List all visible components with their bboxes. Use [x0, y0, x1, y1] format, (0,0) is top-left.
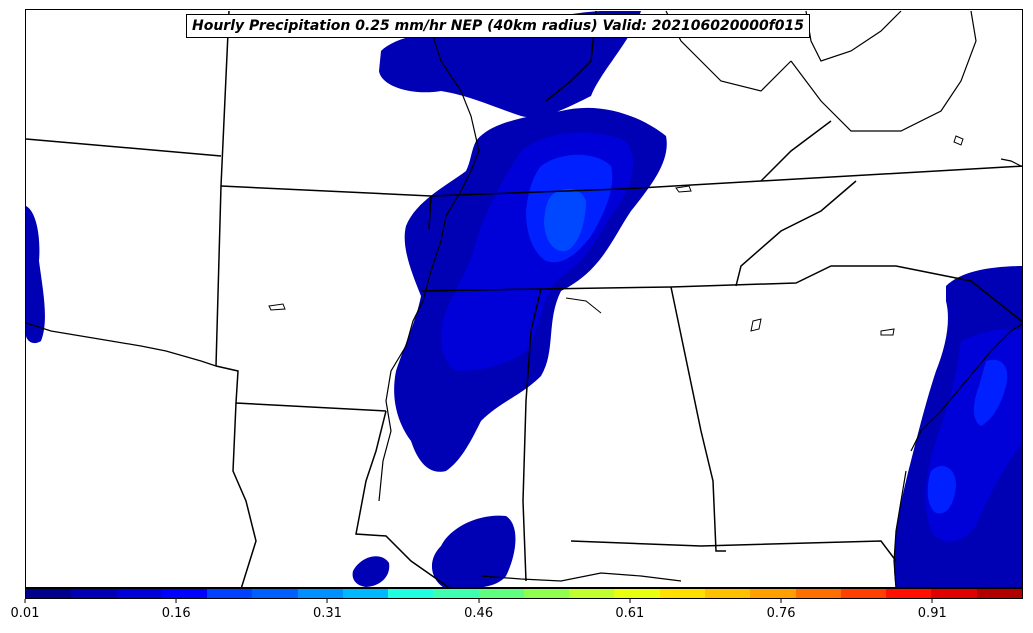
tick-label: 0.16 [161, 606, 191, 621]
colorbar-segment [26, 589, 72, 598]
colorbar-segment [523, 589, 570, 598]
colorbar-segment [750, 589, 796, 598]
colorbar-segment [931, 589, 977, 598]
colorbar-segment [433, 589, 479, 598]
tick-mark [931, 599, 933, 603]
precip-area-west [26, 206, 45, 344]
tick-label: 0.31 [312, 606, 342, 621]
colorbar-segment [569, 589, 615, 598]
colorbar-segment [976, 589, 1022, 598]
lakes [268, 135, 964, 336]
colorbar-segment [207, 589, 253, 598]
colorbar-tick: 0.91 [918, 599, 947, 621]
colorbar-tick: 0.01 [10, 599, 40, 621]
tick-mark [780, 599, 782, 603]
colorbar-segment [71, 589, 117, 598]
colorbar-segment [840, 589, 887, 598]
precip-area-south [432, 515, 516, 587]
colorbar-tick: 0.46 [464, 599, 493, 621]
tick-mark [326, 599, 328, 603]
map-panel [25, 9, 1023, 588]
tick-mark [175, 599, 177, 603]
colorbar-tick: 0.76 [767, 599, 796, 621]
map-title: Hourly Precipitation 0.25 mm/hr NEP (40k… [186, 14, 811, 38]
colorbar-segment [297, 589, 343, 598]
colorbar-segment [886, 589, 932, 598]
tick-mark [478, 599, 480, 603]
colorbar-tick: 0.61 [615, 599, 644, 621]
colorbar-segment [388, 589, 434, 598]
tick-label: 0.91 [917, 606, 947, 621]
coastline-and-rivers [26, 10, 1022, 587]
colorbar-segment [116, 589, 162, 598]
colorbar-segment [252, 589, 298, 598]
colorbar-segment [659, 589, 705, 598]
tick-label: 0.01 [10, 606, 40, 621]
precip-shading [26, 11, 1022, 587]
tick-mark [24, 599, 26, 603]
tick-label: 0.61 [615, 606, 645, 621]
tick-mark [629, 599, 631, 603]
colorbar-tick: 0.31 [313, 599, 342, 621]
colorbar [25, 588, 1023, 599]
precip-area-east-3 [974, 359, 1008, 426]
precip-area-south-2 [352, 556, 390, 587]
tick-label: 0.76 [766, 606, 796, 621]
colorbar-segment [795, 589, 841, 598]
colorbar-ticks: 0.01 0.16 0.31 0.46 0.61 0.76 0.91 [11, 599, 1023, 629]
colorbar-segment [704, 589, 751, 598]
precip-area-central-4 [544, 189, 586, 252]
colorbar-segment [478, 589, 524, 598]
colorbar-segment [614, 589, 660, 598]
state-boundaries [26, 10, 1022, 587]
precip-area-east-4 [927, 466, 956, 514]
colorbar-tick: 0.16 [162, 599, 191, 621]
colorbar-segment [161, 589, 208, 598]
colorbar-segment [342, 589, 389, 598]
precipitation-map [26, 10, 1022, 587]
tick-label: 0.46 [464, 606, 494, 621]
